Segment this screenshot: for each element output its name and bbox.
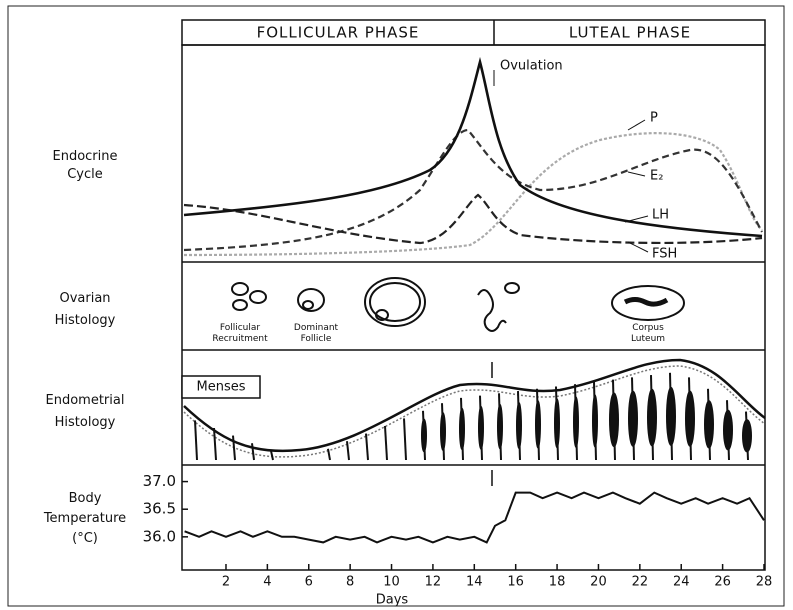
y-axis-label: Body Temperature (°C) <box>43 491 126 546</box>
gland-body <box>459 407 465 451</box>
menses-label: Menses <box>197 380 246 395</box>
menses-box <box>181 375 261 399</box>
gland-body <box>497 403 503 450</box>
gland-body <box>554 398 560 449</box>
hormone-curves <box>183 56 763 257</box>
phase-label: LUTEAL PHASE <box>569 24 691 42</box>
x-tick-label: 4 <box>263 575 271 590</box>
endometrium-surface <box>183 358 766 453</box>
gland <box>327 448 331 461</box>
panel-frame <box>181 44 766 571</box>
gland <box>213 427 217 461</box>
stage-label: Dominant Follicle <box>294 323 339 344</box>
stage-label: Corpus Luteum <box>631 323 665 344</box>
gland-body <box>609 392 619 448</box>
gland <box>251 443 255 461</box>
gland <box>365 433 369 461</box>
phase-label: FOLLICULAR PHASE <box>257 24 420 42</box>
p-curve <box>183 132 763 257</box>
x-tick-label: 14 <box>466 575 483 590</box>
x-tick-label: 8 <box>346 575 354 590</box>
curve-label: E₂ <box>650 169 663 184</box>
gland-body <box>478 405 484 450</box>
gland-body <box>592 394 598 448</box>
curve-leaders <box>624 119 649 253</box>
x-axis-label: Days <box>376 593 409 608</box>
x-tick-label: 6 <box>305 575 313 590</box>
x-tick-label: 20 <box>590 575 607 590</box>
y-tick-label: 36.0 <box>143 527 176 545</box>
frame <box>7 5 785 607</box>
gland <box>232 435 236 461</box>
gland-body <box>628 390 638 447</box>
panel-label: Endometrial Histology <box>46 393 125 430</box>
y-tick-label: 36.5 <box>143 500 176 518</box>
gland-body <box>573 396 579 448</box>
gland-body <box>723 409 733 451</box>
x-tick-label: 2 <box>222 575 230 590</box>
stage-label: Follicular Recruitment <box>212 323 268 344</box>
curve-label: P <box>650 111 658 126</box>
gland <box>403 418 407 461</box>
endometrium-layer <box>183 365 766 458</box>
gland-body <box>516 402 522 450</box>
x-tick-label: 10 <box>383 575 400 590</box>
gland-body <box>742 419 752 453</box>
gland-body <box>647 388 657 447</box>
glands <box>194 372 752 461</box>
panel-label: Ovarian Histology <box>55 291 116 328</box>
gland-body <box>535 400 541 449</box>
gland-body <box>666 386 676 446</box>
x-tick-label: 24 <box>673 575 690 590</box>
gland <box>270 450 274 461</box>
ovary-icons <box>231 277 685 332</box>
ovulation-label: Ovulation <box>500 59 563 74</box>
x-tick-label: 22 <box>632 575 649 590</box>
fsh-curve <box>183 193 763 245</box>
x-tick-label: 12 <box>425 575 442 590</box>
gland <box>346 441 350 461</box>
x-tick-label: 16 <box>507 575 524 590</box>
panel-label: Endocrine Cycle <box>53 149 118 182</box>
gland-body <box>421 418 427 453</box>
e2-curve <box>183 128 763 252</box>
temperature-line <box>184 491 765 544</box>
gland <box>384 425 388 461</box>
x-tick-label: 26 <box>714 575 731 590</box>
gland-body <box>685 390 695 447</box>
x-tick-label: 18 <box>549 575 566 590</box>
lh-curve <box>183 56 763 238</box>
gland-body <box>440 412 446 452</box>
curve-label: LH <box>652 208 669 223</box>
x-tick-label: 28 <box>756 575 773 590</box>
gland <box>194 420 198 461</box>
curve-label: FSH <box>652 247 677 262</box>
gland-body <box>704 400 714 449</box>
y-tick-label: 37.0 <box>143 472 176 490</box>
